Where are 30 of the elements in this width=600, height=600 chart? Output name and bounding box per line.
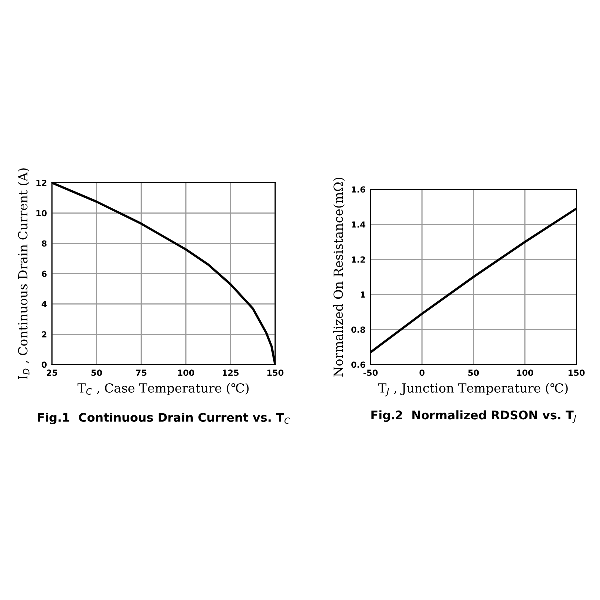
x-axis-title: T$_{C}$ , Case Temperature (℃) (78, 383, 249, 396)
x-tick-label: -50 (364, 370, 378, 376)
y-tick-label: 1.4 (352, 222, 366, 228)
x-axis-title: T$_{J}$ , Junction Temperature (℃) (378, 383, 568, 397)
x-tick-label: 100 (178, 370, 194, 376)
x-tick-label: 0 (420, 370, 425, 376)
x-tick-label: 50 (468, 370, 480, 376)
y-tick-label: 2 (42, 331, 47, 338)
x-tick-label: 50 (92, 370, 102, 376)
x-tick-label: 100 (517, 370, 534, 376)
x-tick-label: 25 (47, 370, 58, 376)
y-tick-label: 0.8 (352, 326, 366, 334)
y-axis-title: I$_{D}$ , Continuous Drain Current (A) (18, 168, 30, 380)
y-tick-label: 1.2 (352, 256, 366, 263)
y-tick-label: 12 (36, 180, 47, 186)
text: Fig.2 Normalized RDSON vs. T$_{J}$ (372, 410, 576, 424)
y-axis-title: Normalized On Resistance(mΩ) (334, 178, 345, 377)
text: Fig.1 Continuous Drain Current vs. T$_{C}$ (38, 412, 290, 424)
x-tick-label: 125 (223, 370, 239, 376)
x-tick-label: 75 (136, 370, 147, 376)
y-tick-label: 10 (36, 210, 47, 217)
x-tick-label: 150 (568, 370, 585, 376)
y-tick-label: 1 (361, 292, 366, 298)
y-tick-label: 0 (42, 362, 47, 368)
y-tick-label: 8 (42, 240, 47, 247)
y-tick-label: 0.6 (352, 362, 366, 368)
y-tick-label: 1.6 (352, 186, 366, 193)
y-tick-label: 4 (42, 301, 47, 308)
x-tick-label: 150 (268, 370, 284, 376)
y-tick-label: 6 (42, 270, 47, 278)
